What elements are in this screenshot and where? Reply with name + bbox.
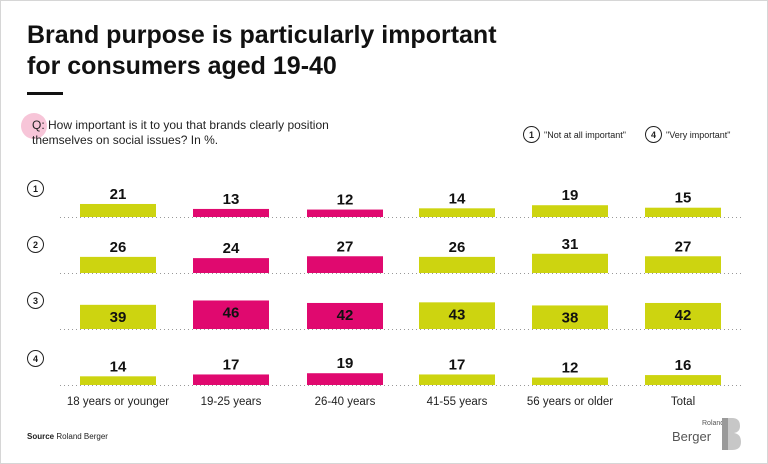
- bar-row3-1: [193, 300, 269, 329]
- bar-label-row3-4: 38: [562, 309, 579, 326]
- bar-row3-0: [80, 304, 156, 329]
- title-underline: [27, 92, 63, 95]
- bar-row1-5: [645, 207, 721, 217]
- row-number-1: 1: [27, 180, 44, 197]
- question-prefix: Q:: [32, 118, 45, 132]
- question-text: Q: How important is it to you that brand…: [32, 118, 362, 148]
- bar-label-row1-3: 14: [449, 190, 466, 207]
- source-text: Roland Berger: [56, 432, 108, 441]
- bar-row2-3: [419, 256, 495, 273]
- row-number-4: 4: [27, 350, 44, 367]
- row-number-2: 2: [27, 236, 44, 253]
- bar-label-row2-4: 31: [562, 236, 579, 253]
- row-number-3: 3: [27, 292, 44, 309]
- bar-row1-4: [532, 205, 608, 217]
- bar-label-row2-3: 26: [449, 239, 466, 256]
- bar-row2-4: [532, 253, 608, 273]
- bar-row2-5: [645, 256, 721, 273]
- legend-low: 1 "Not at all important": [523, 126, 626, 143]
- category-label-1: 19-25 years: [201, 396, 262, 408]
- bar-row4-1: [193, 374, 269, 385]
- bar-row2-1: [193, 258, 269, 273]
- bar-row2-0: [80, 256, 156, 273]
- title-line-1: Brand purpose is particularly important: [27, 21, 497, 49]
- question-body: How important is it to you that brands c…: [32, 118, 329, 147]
- bar-label-row2-0: 26: [110, 239, 127, 256]
- bar-label-row4-4: 12: [562, 360, 579, 377]
- bar-label-row4-5: 16: [675, 357, 692, 374]
- bar-label-row1-5: 15: [675, 190, 692, 207]
- title-line-2: for consumers aged 19-40: [27, 52, 337, 80]
- roland-berger-logo: Roland Berger: [672, 416, 744, 452]
- bar-row3-5: [645, 302, 721, 329]
- legend-low-label: "Not at all important": [544, 129, 626, 140]
- bar-label-row1-4: 19: [562, 187, 579, 204]
- bar-label-row4-0: 14: [110, 358, 127, 375]
- source-note: Source Roland Berger: [27, 432, 108, 441]
- bar-row1-0: [80, 203, 156, 217]
- bar-label-row2-2: 27: [337, 238, 354, 255]
- bar-row3-3: [419, 302, 495, 329]
- bar-row1-1: [193, 208, 269, 217]
- bar-row1-3: [419, 208, 495, 217]
- category-label-2: 26-40 years: [315, 396, 376, 408]
- bar-row4-5: [645, 375, 721, 385]
- legend-high: 4 "Very important": [645, 126, 730, 143]
- logo-roland-text: Roland: [702, 420, 725, 427]
- category-label-0: 18 years or younger: [67, 396, 169, 408]
- bar-row1-2: [307, 209, 383, 217]
- logo-b-mark: [722, 418, 741, 450]
- source-label: Source: [27, 432, 55, 441]
- bar-label-row1-1: 13: [223, 191, 240, 208]
- bar-label-row3-3: 43: [449, 306, 466, 323]
- bar-label-row1-0: 21: [110, 186, 127, 203]
- bar-label-row4-3: 17: [449, 356, 466, 373]
- logo-berger-text: Berger: [672, 429, 712, 444]
- bar-row4-0: [80, 376, 156, 385]
- bar-label-row3-2: 42: [337, 307, 354, 324]
- bar-row4-3: [419, 374, 495, 385]
- category-label-3: 41-55 years: [427, 396, 488, 408]
- chart-title: Brand purpose is particularly important …: [27, 20, 587, 82]
- question-marker-dot: [21, 113, 47, 139]
- bar-row4-2: [307, 373, 383, 385]
- legend-high-number: 4: [645, 126, 662, 143]
- bar-label-row1-2: 12: [337, 192, 354, 209]
- bar-row2-2: [307, 256, 383, 273]
- category-label-5: Total: [671, 396, 695, 408]
- bar-label-row3-5: 42: [675, 307, 692, 324]
- bar-label-row3-0: 39: [110, 309, 127, 326]
- bar-label-row4-2: 19: [337, 355, 354, 372]
- bar-label-row2-5: 27: [675, 238, 692, 255]
- bar-label-row2-1: 24: [223, 240, 240, 257]
- bar-label-row3-1: 46: [223, 304, 240, 321]
- category-label-4: 56 years or older: [527, 396, 613, 408]
- bar-label-row4-1: 17: [223, 356, 240, 373]
- bar-row3-2: [307, 302, 383, 329]
- legend-low-number: 1: [523, 126, 540, 143]
- legend-high-label: "Very important": [666, 129, 731, 140]
- bar-row3-4: [532, 305, 608, 329]
- bar-row4-4: [532, 377, 608, 385]
